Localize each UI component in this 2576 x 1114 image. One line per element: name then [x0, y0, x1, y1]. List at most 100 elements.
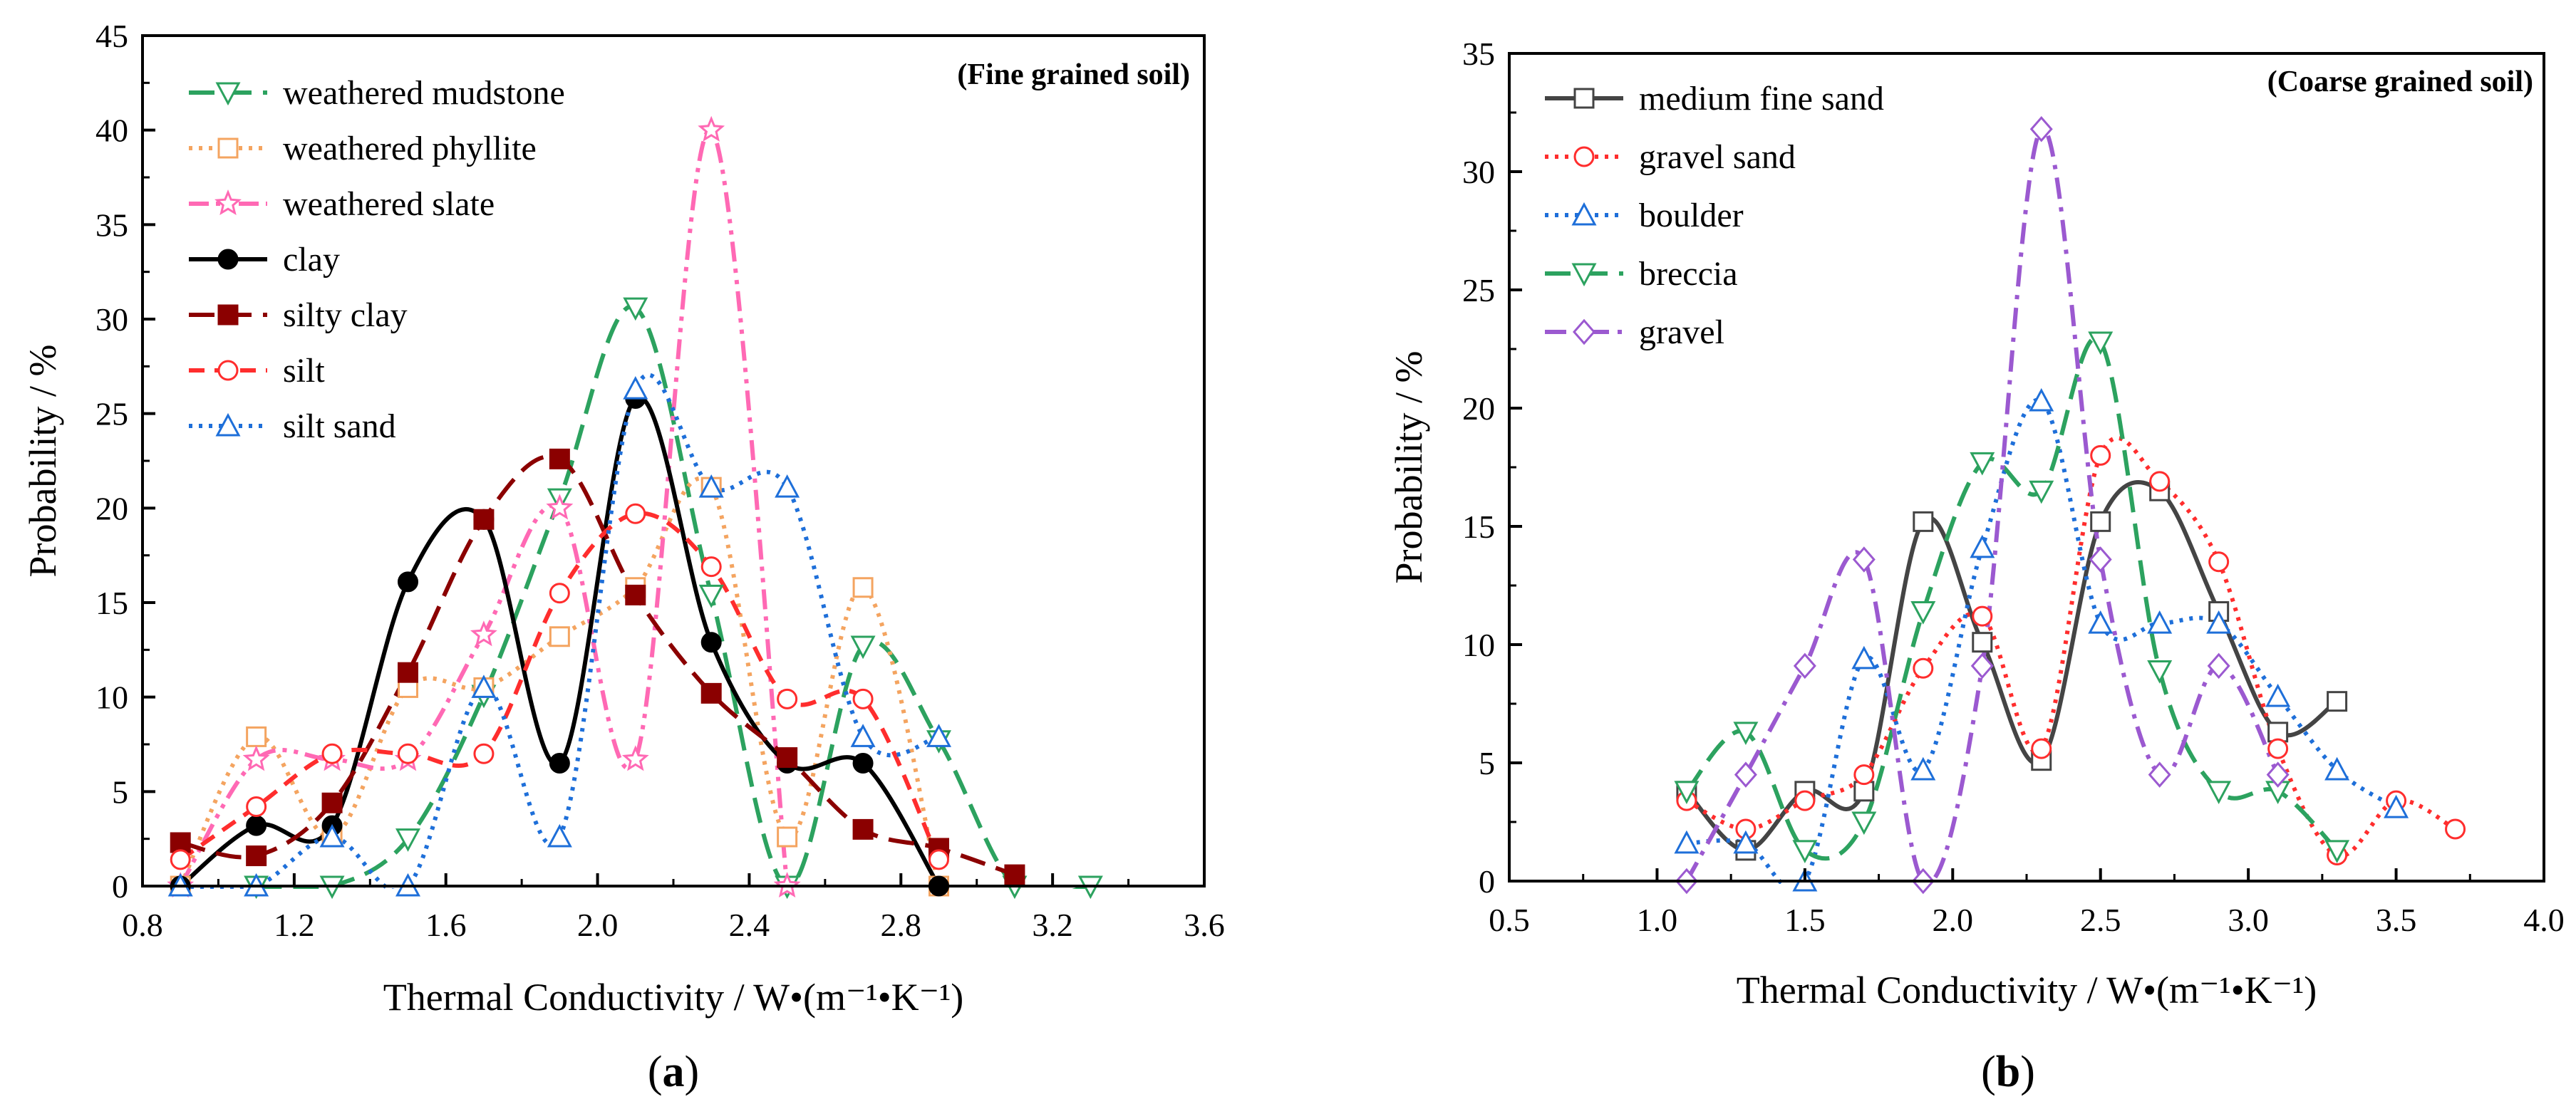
- data-point: [2088, 331, 2114, 355]
- x-tick-label: 0.8: [122, 907, 163, 943]
- series-weathered-mudstone: [256, 304, 1091, 889]
- data-point: [549, 448, 570, 469]
- data-point: [2206, 610, 2232, 634]
- data-point: [777, 688, 798, 709]
- data-point: [2090, 444, 2111, 466]
- panel-paren: ): [685, 1048, 700, 1096]
- series-gravel: [1685, 126, 2280, 884]
- data-point: [1972, 605, 1993, 627]
- legend-item: gravel sand: [1545, 138, 1796, 176]
- series-line: [1685, 126, 2280, 884]
- series-line: [180, 454, 1015, 877]
- legend-item: silt sand: [189, 407, 396, 445]
- series-line: [1685, 480, 2339, 853]
- y-tick-label: 45: [95, 18, 128, 54]
- series-line: [1685, 436, 2456, 858]
- panel-label: (a): [648, 1048, 699, 1096]
- data-point: [2029, 387, 2054, 412]
- data-point: [852, 818, 874, 840]
- x-tick-label: 2.4: [729, 907, 770, 943]
- data-point: [698, 474, 724, 498]
- series-markers-breccia: [1674, 331, 2350, 864]
- legend-marker: [217, 360, 239, 381]
- x-tick-label: 1.0: [1637, 902, 1678, 938]
- series-line: [180, 373, 940, 889]
- data-point: [926, 724, 952, 747]
- y-axis-label: Probability / %: [1387, 351, 1430, 584]
- panel-paren: ): [2020, 1048, 2035, 1096]
- x-tick-label: 3.5: [2376, 902, 2417, 938]
- y-axis-label: Probability / %: [21, 345, 64, 578]
- legend-label: silt sand: [283, 407, 396, 445]
- data-point: [852, 577, 874, 598]
- series-markers-boulder: [1674, 387, 2409, 892]
- series-line: [178, 127, 790, 887]
- data-point: [2206, 781, 2232, 805]
- panel-letter: b: [1996, 1048, 2020, 1096]
- data-point: [473, 743, 495, 764]
- data-point: [1913, 511, 1934, 532]
- data-point: [547, 823, 572, 848]
- y-tick-label: 20: [95, 490, 128, 526]
- legend-marker: [1573, 146, 1595, 167]
- data-point: [242, 745, 270, 771]
- series-line: [179, 511, 941, 862]
- x-tick-label: 1.6: [425, 907, 467, 943]
- data-point: [698, 584, 724, 608]
- legend-label: weathered mudstone: [283, 74, 565, 112]
- data-point: [2324, 840, 2350, 864]
- data-point: [2445, 818, 2466, 840]
- legend-label: medium fine sand: [1639, 80, 1884, 118]
- legend: medium fine sand gravel sand boulder brecci…: [1545, 80, 1884, 351]
- legend-item: silt: [189, 352, 325, 390]
- series-line: [1686, 397, 2398, 884]
- data-point: [2208, 551, 2230, 573]
- x-axis-label: Thermal Conductivity / W•(m⁻¹•K⁻¹): [1737, 969, 2317, 1011]
- x-tick-label: 0.5: [1489, 902, 1530, 938]
- data-point: [473, 509, 495, 530]
- data-point: [1851, 811, 1877, 836]
- data-point: [1794, 790, 1816, 811]
- data-point: [471, 675, 497, 698]
- legend-item: silty clay: [189, 296, 408, 334]
- series-markers-silt-sand: [167, 375, 952, 897]
- data-point: [246, 796, 267, 818]
- data-point: [700, 682, 722, 704]
- legend-marker: [1573, 88, 1595, 109]
- data-point: [2266, 761, 2290, 788]
- data-point: [549, 626, 570, 647]
- y-tick-label: 15: [95, 585, 128, 621]
- panel-label: (b): [1981, 1048, 2035, 1096]
- y-tick-label: 25: [1462, 272, 1495, 308]
- data-point: [2147, 610, 2173, 634]
- data-point: [777, 826, 798, 848]
- legend-marker: [215, 82, 241, 106]
- legend-item: weathered mudstone: [189, 74, 565, 112]
- series-weathered-slate: [178, 127, 790, 887]
- y-tick-label: 10: [95, 680, 128, 716]
- series-medium-fine-sand: [1685, 480, 2339, 853]
- legend-marker: [1573, 318, 1595, 345]
- data-point: [623, 375, 648, 400]
- legend-item: weathered phyllite: [189, 130, 537, 167]
- data-point: [2384, 794, 2409, 818]
- legend-label: clay: [283, 241, 340, 278]
- data-point: [2207, 652, 2230, 680]
- data-point: [246, 845, 267, 867]
- data-point: [1852, 546, 1876, 573]
- x-tick-label: 3.0: [2228, 902, 2269, 938]
- data-point: [700, 556, 722, 578]
- data-point: [850, 724, 876, 747]
- series-markers-gravel: [1675, 115, 2290, 895]
- y-tick-label: 35: [95, 207, 128, 243]
- y-tick-label: 15: [1462, 509, 1495, 545]
- data-point: [1972, 632, 1993, 653]
- data-point: [1910, 756, 1936, 781]
- series-silt: [179, 511, 941, 862]
- data-point: [319, 823, 345, 848]
- legend-label: weathered phyllite: [283, 130, 537, 167]
- data-point: [1674, 830, 1700, 854]
- data-point: [625, 503, 646, 524]
- series-breccia: [1685, 336, 2339, 861]
